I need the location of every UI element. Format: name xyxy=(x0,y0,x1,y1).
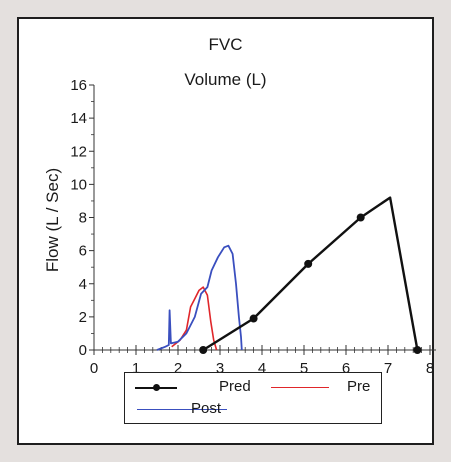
x-tick-label: 3 xyxy=(216,360,224,377)
series-line-pred xyxy=(202,196,419,352)
y-tick-label: 12 xyxy=(70,143,87,160)
chart-title: FVC xyxy=(208,35,243,54)
series-marker-pred xyxy=(304,259,313,268)
series-line-post xyxy=(156,244,243,351)
x-tick-label: 4 xyxy=(258,360,266,377)
y-tick-label: 10 xyxy=(70,176,87,193)
x-tick-label: 8 xyxy=(426,360,434,377)
series-marker-pred xyxy=(356,213,365,222)
y-tick-label: 16 xyxy=(70,77,87,94)
series-marker-pred xyxy=(199,346,208,354)
x-tick-label: 0 xyxy=(90,360,98,377)
y-tick-label: 4 xyxy=(79,276,87,293)
y-tick-label: 2 xyxy=(79,309,87,326)
y-tick-label: 6 xyxy=(79,243,87,260)
x-tick-label: 5 xyxy=(300,360,308,377)
legend-label-pred: Pred xyxy=(219,378,251,395)
series-marker-pred xyxy=(413,346,422,354)
legend-marker-pred xyxy=(153,384,160,391)
legend-line-pre xyxy=(271,387,329,388)
y-tick-label: 0 xyxy=(79,342,87,359)
legend-line-post xyxy=(137,409,227,410)
x-tick-label: 2 xyxy=(174,360,182,377)
y-axis-label: Flow (L / Sec) xyxy=(43,168,62,272)
legend-label-pre: Pre xyxy=(347,378,371,395)
legend: Pred Pre Post xyxy=(124,372,382,424)
y-tick-label: 8 xyxy=(79,210,87,227)
chart-subtitle: Volume (L) xyxy=(184,70,267,89)
x-tick-label: 6 xyxy=(342,360,350,377)
x-tick-label: 1 xyxy=(132,360,140,377)
y-tick-label: 14 xyxy=(70,110,87,127)
legend-label-post: Post xyxy=(191,400,222,417)
series-line-pre xyxy=(171,286,218,351)
x-tick-label: 7 xyxy=(384,360,392,377)
series-marker-pred xyxy=(249,314,258,323)
